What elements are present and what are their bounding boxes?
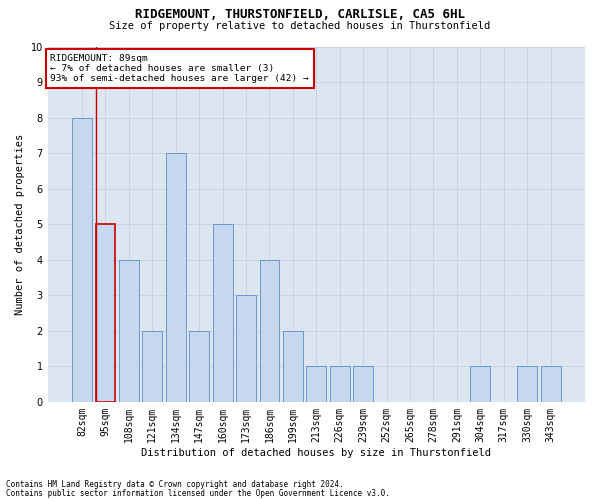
Bar <box>470 366 490 402</box>
Y-axis label: Number of detached properties: Number of detached properties <box>15 134 25 315</box>
Bar <box>189 331 209 402</box>
Text: Contains public sector information licensed under the Open Government Licence v3: Contains public sector information licen… <box>6 489 390 498</box>
Bar <box>236 295 256 402</box>
Bar <box>212 224 233 402</box>
Bar <box>95 224 115 402</box>
Text: RIDGEMOUNT, THURSTONFIELD, CARLISLE, CA5 6HL: RIDGEMOUNT, THURSTONFIELD, CARLISLE, CA5… <box>135 8 465 20</box>
Bar <box>260 260 280 402</box>
Bar <box>119 260 139 402</box>
Bar <box>541 366 560 402</box>
Bar <box>353 366 373 402</box>
X-axis label: Distribution of detached houses by size in Thurstonfield: Distribution of detached houses by size … <box>142 448 491 458</box>
Bar <box>330 366 350 402</box>
Text: Size of property relative to detached houses in Thurstonfield: Size of property relative to detached ho… <box>109 21 491 31</box>
Bar <box>517 366 537 402</box>
Bar <box>72 118 92 402</box>
Text: RIDGEMOUNT: 89sqm
← 7% of detached houses are smaller (3)
93% of semi-detached h: RIDGEMOUNT: 89sqm ← 7% of detached house… <box>50 54 309 84</box>
Bar <box>142 331 162 402</box>
Bar <box>166 153 186 402</box>
Text: Contains HM Land Registry data © Crown copyright and database right 2024.: Contains HM Land Registry data © Crown c… <box>6 480 344 489</box>
Bar <box>283 331 303 402</box>
Bar <box>307 366 326 402</box>
